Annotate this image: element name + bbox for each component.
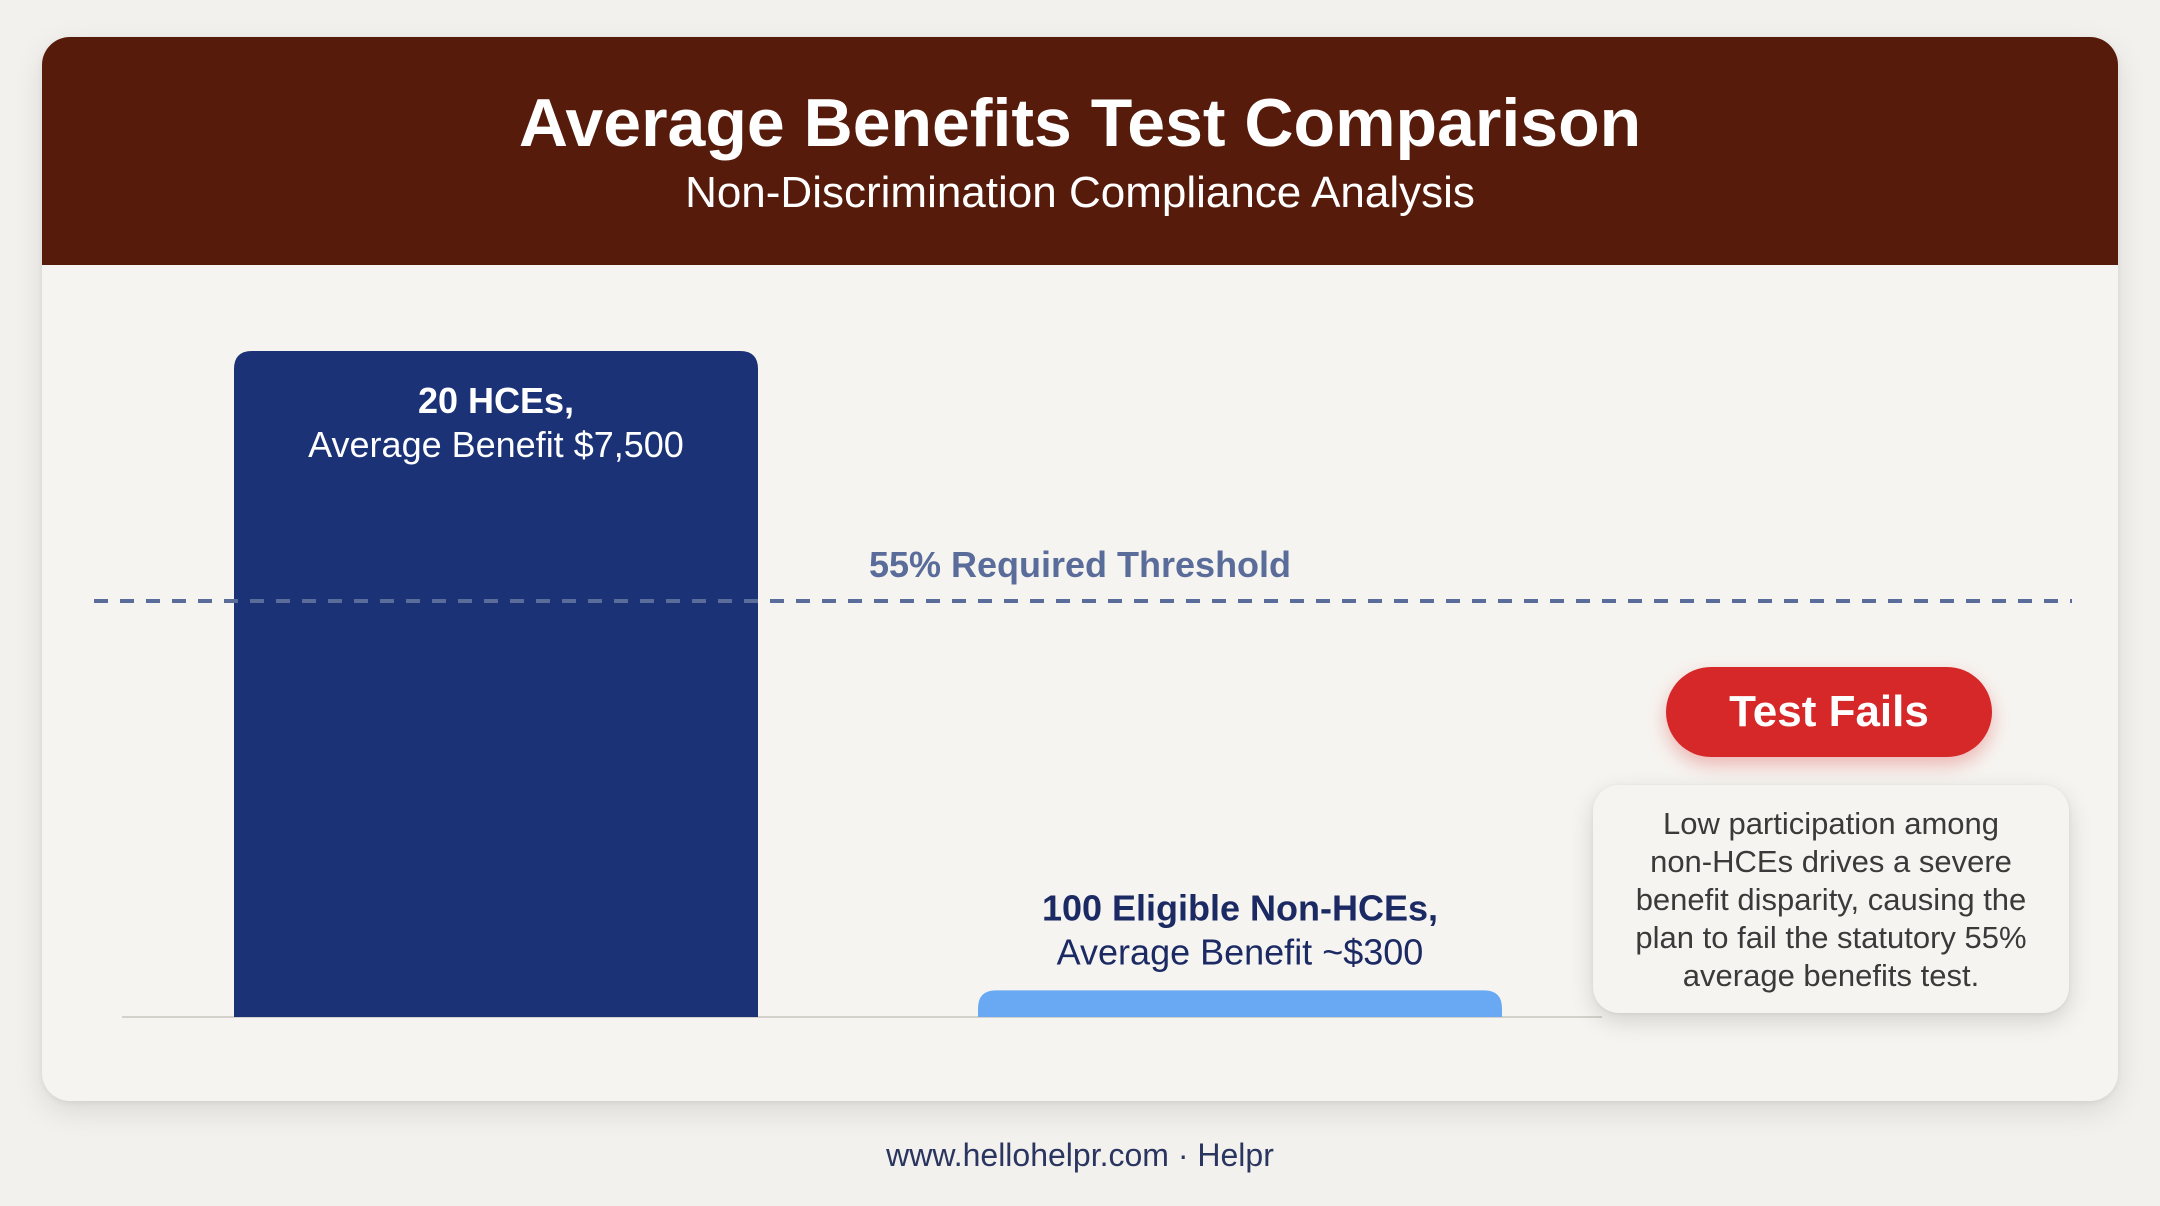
footer-credit: www.hellohelpr.com · Helpr [886, 1137, 1274, 1173]
chart-card: Average Benefits Test Comparison Non-Dis… [42, 37, 2118, 1101]
header-banner: Average Benefits Test Comparison Non-Dis… [42, 37, 2118, 265]
chart-title: Average Benefits Test Comparison [518, 85, 1642, 161]
non-hce-bar [978, 990, 1502, 1017]
explanation-line: plan to fail the statutory 55% [1635, 920, 2027, 955]
hce-bar [234, 351, 758, 1017]
explanation-callout: Low participation among non-HCEs drives … [1593, 785, 2069, 1013]
bar-data-label: Average Benefit $7,500 [308, 424, 684, 465]
bar-category-label: 100 Eligible Non-HCEs, [1042, 887, 1438, 928]
bar-chart: 20 HCEs,Average Benefit $7,500 100 Eligib… [94, 351, 2072, 1018]
chart-subtitle: Non-Discrimination Compliance Analysis [685, 168, 1475, 217]
bar-data-label: Average Benefit ~$300 [1057, 931, 1424, 972]
explanation-line: benefit disparity, causing the [1635, 882, 2027, 917]
threshold-label: 55% Required Threshold [869, 544, 1291, 585]
explanation-line: average benefits test. [1682, 958, 1980, 993]
test-fails-badge: Test Fails [1666, 667, 1992, 757]
bar-category-label: 20 HCEs, [418, 380, 574, 421]
explanation-line: non-HCEs drives a severe [1650, 844, 2012, 879]
explanation-text: Low participation among non-HCEs drives … [1613, 805, 2049, 995]
explanation-line: Low participation among [1662, 806, 2000, 841]
